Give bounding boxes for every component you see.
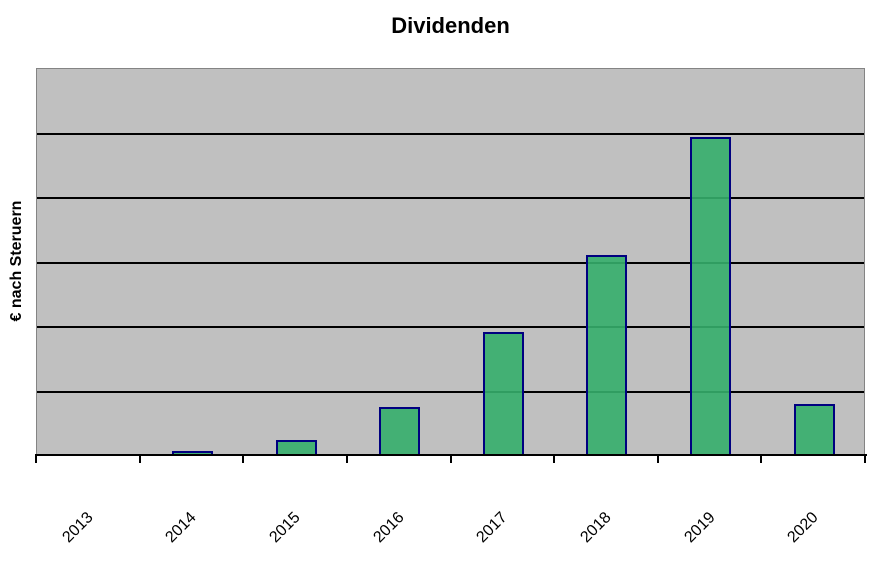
bar-2019 (690, 137, 731, 455)
x-tick (553, 455, 555, 463)
x-tick (35, 455, 37, 463)
x-tick (346, 455, 348, 463)
x-label-2020: 2020 (784, 509, 823, 547)
gridline (37, 133, 864, 135)
bar-2020 (794, 404, 835, 455)
x-label-2015: 2015 (266, 509, 305, 547)
x-label-2014: 2014 (162, 509, 201, 547)
x-label-2017: 2017 (473, 509, 512, 547)
x-tick (864, 455, 866, 463)
chart-title: Dividenden (391, 13, 510, 38)
x-tick (139, 455, 141, 463)
bar-2016 (379, 407, 420, 455)
x-label-2013: 2013 (59, 509, 98, 547)
x-label-2016: 2016 (370, 509, 409, 547)
x-tick (450, 455, 452, 463)
plot-area (36, 68, 865, 455)
gridline (37, 197, 864, 199)
x-tick (242, 455, 244, 463)
bar-2018 (586, 255, 627, 455)
gridline (37, 326, 864, 328)
bar-2014 (172, 451, 213, 455)
bar-2017 (483, 332, 524, 455)
gridline (37, 262, 864, 264)
x-tick (657, 455, 659, 463)
y-axis-label: € nach Steruern (8, 200, 25, 322)
gridline (37, 391, 864, 393)
x-tick (760, 455, 762, 463)
x-label-2018: 2018 (577, 509, 616, 547)
x-label-2019: 2019 (681, 509, 720, 547)
bar-2015 (276, 440, 317, 455)
